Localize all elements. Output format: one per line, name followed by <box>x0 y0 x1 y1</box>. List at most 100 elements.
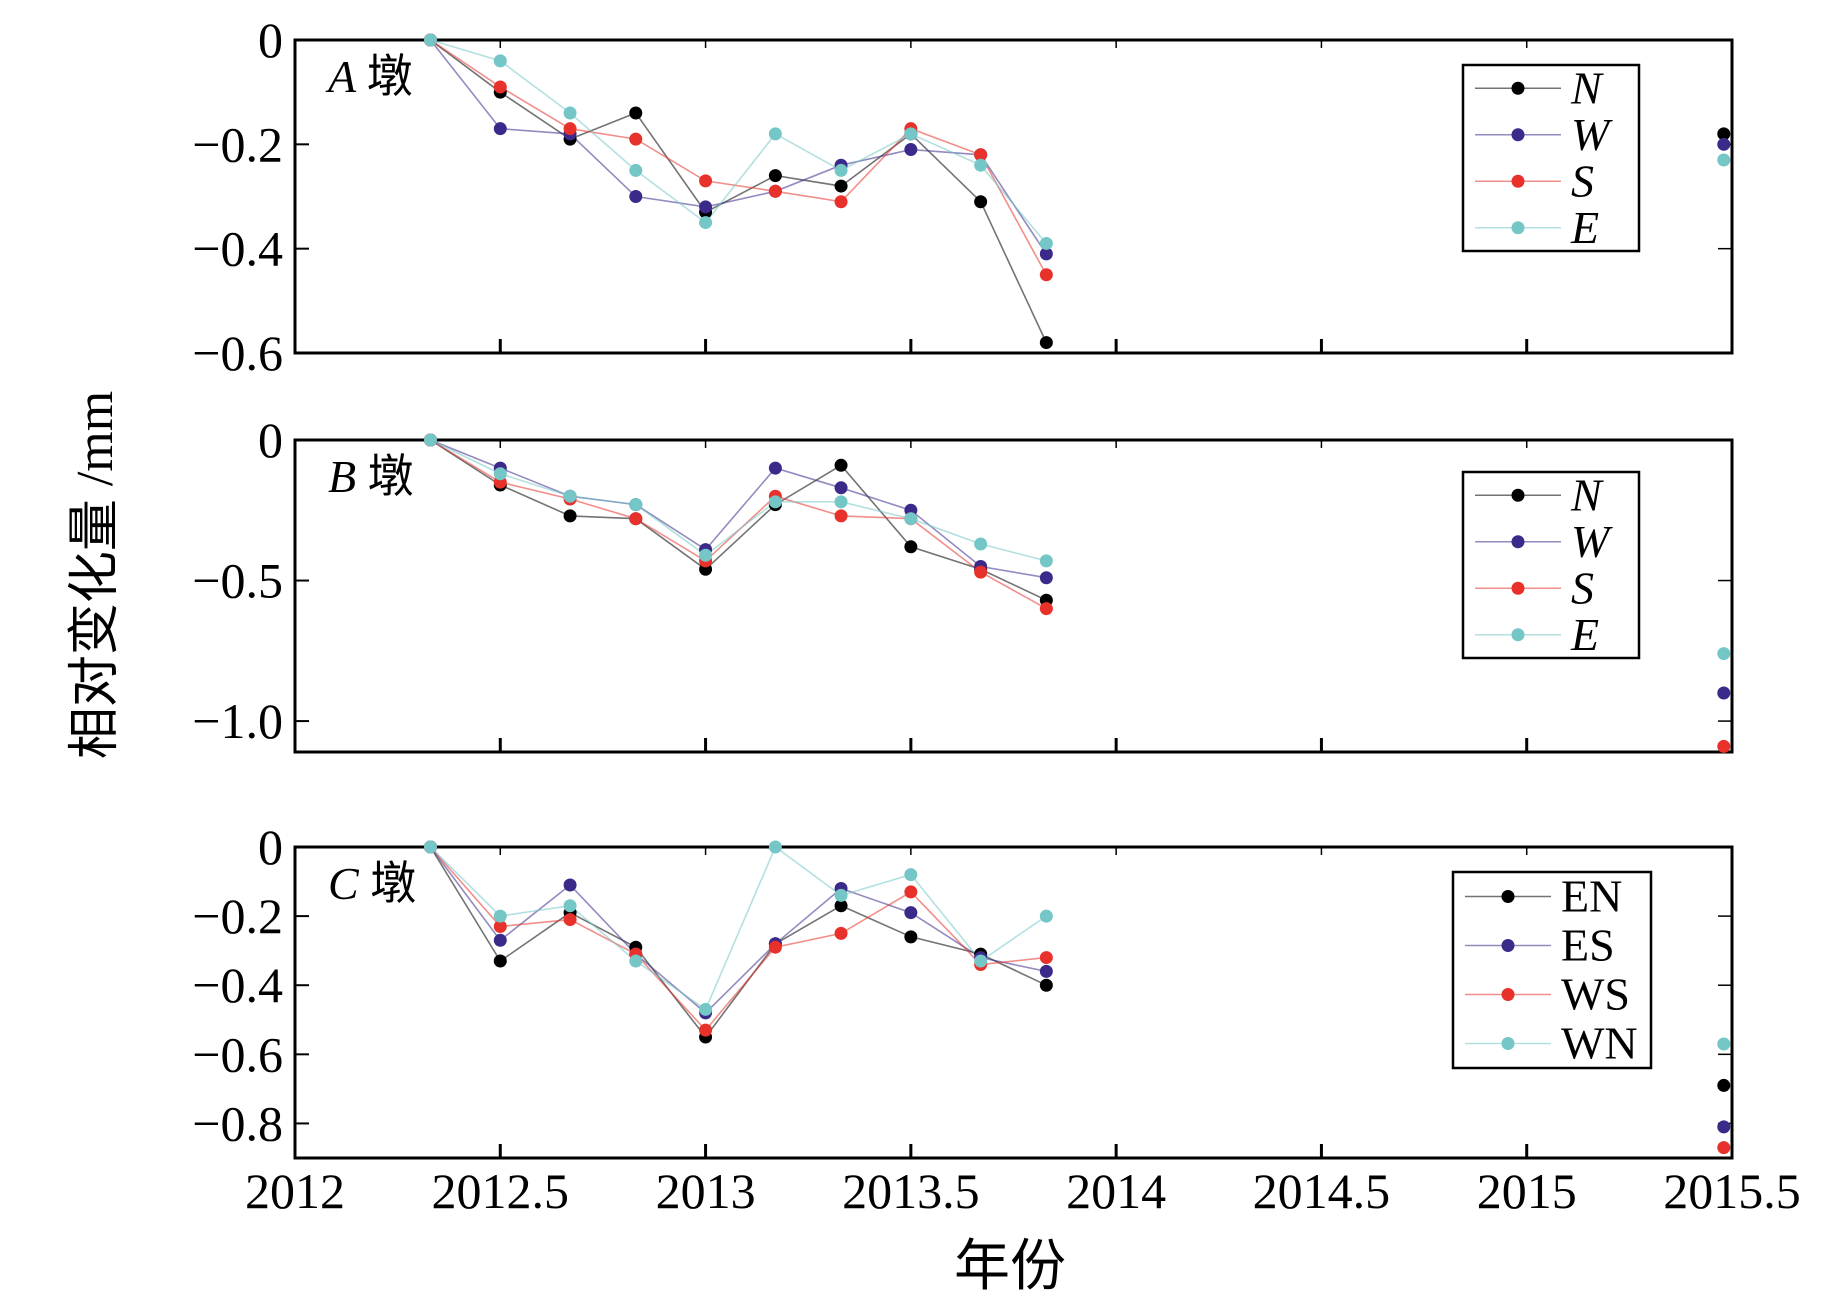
x-tick-label: 2013 <box>656 1163 756 1219</box>
data-point-ws <box>493 919 507 933</box>
legend-marker <box>1501 939 1515 952</box>
series-line-e <box>430 439 1047 562</box>
legend-frame <box>1451 870 1653 1070</box>
data-point-e <box>974 158 988 172</box>
legend-label-e: E <box>1570 609 1599 660</box>
legend-label-s: S <box>1571 562 1594 613</box>
data-point-s <box>493 80 507 94</box>
data-point-es <box>904 906 918 920</box>
data-point-e <box>834 163 848 177</box>
data-point-wn <box>834 888 848 902</box>
y-tick-label: 0 <box>258 412 283 468</box>
y-tick-label: −0.6 <box>192 1026 283 1082</box>
panel-label: C 墩 <box>328 858 416 909</box>
data-point-n <box>768 169 782 183</box>
y-tick-label: −0.8 <box>192 1095 283 1151</box>
data-point-en <box>1717 1078 1731 1092</box>
data-point-e <box>563 489 577 503</box>
data-point-e <box>699 548 713 562</box>
panel-suffix: 墩 <box>370 858 416 909</box>
y-tick-label: 0 <box>258 819 283 875</box>
legend-label-n: N <box>1570 62 1604 113</box>
data-point-n <box>834 458 848 472</box>
x-tick-label: 2013.5 <box>842 1163 980 1219</box>
data-point-w <box>1039 571 1053 585</box>
data-point-ws <box>768 940 782 954</box>
data-point-e <box>904 512 918 526</box>
data-point-n <box>1039 336 1053 350</box>
data-point-e <box>629 163 643 177</box>
data-point-s <box>563 122 577 136</box>
series-line-s <box>430 439 1047 610</box>
data-point-w <box>768 461 782 475</box>
data-point-e <box>493 467 507 481</box>
legend-label-ws: WS <box>1561 969 1630 1020</box>
x-axis-label: 年份 <box>954 1236 1066 1298</box>
legend-label-wn: WN <box>1561 1018 1638 1069</box>
data-point-w <box>834 481 848 495</box>
legend-marker <box>1501 890 1515 903</box>
data-point-s <box>974 565 988 579</box>
legend-marker <box>1511 128 1525 142</box>
legend-marker <box>1511 174 1525 188</box>
x-tick-label: 2015.5 <box>1663 1163 1801 1219</box>
data-point-s <box>629 512 643 526</box>
legend-marker <box>1511 628 1525 642</box>
data-point-wn <box>493 909 507 923</box>
series-line-s <box>430 39 1048 276</box>
data-point-w <box>1717 137 1731 151</box>
data-point-n <box>1717 127 1731 141</box>
y-tick-label: −1.0 <box>192 693 283 749</box>
data-point-e <box>1039 554 1053 568</box>
data-point-w <box>493 122 507 136</box>
data-point-s <box>768 184 782 198</box>
series-line-ws <box>429 846 1047 1032</box>
data-point-w <box>1717 686 1731 700</box>
legend-marker <box>1511 535 1525 549</box>
data-point-wn <box>423 840 437 854</box>
legend-marker <box>1511 81 1525 95</box>
plot-frame <box>293 845 1734 1160</box>
legend-frame <box>1461 470 1641 660</box>
legend-label-w: W <box>1571 516 1613 567</box>
series-line-wn <box>429 845 1047 1011</box>
series-line-es <box>429 846 1047 1014</box>
data-point-wn <box>1039 909 1053 923</box>
data-point-s <box>834 509 848 523</box>
plot-frame <box>293 438 1734 754</box>
x-tick-labels: 2012 2012.5 2013 2013.5 2014 2014.5 2015 2015.5 <box>245 1163 1801 1219</box>
data-point-s <box>1039 602 1053 616</box>
x-tick-label: 2015 <box>1477 1163 1577 1219</box>
data-point-ws <box>904 885 918 899</box>
data-point-w <box>699 200 713 214</box>
data-point-w <box>1039 247 1053 261</box>
panel-letter: C <box>328 858 370 909</box>
legend-label-n: N <box>1570 469 1604 520</box>
legend-marker <box>1511 581 1525 595</box>
series-line-en <box>429 846 1047 1039</box>
legend-label-s: S <box>1571 155 1594 206</box>
data-point-ws <box>1717 1141 1731 1155</box>
x-tick-label: 2014.5 <box>1253 1163 1391 1219</box>
data-point-en <box>904 930 918 944</box>
data-point-s <box>974 148 988 162</box>
data-point-es <box>1039 964 1053 978</box>
data-point-ws <box>1039 951 1053 965</box>
series-line-n <box>430 439 1047 601</box>
data-point-en <box>493 954 507 968</box>
x-tick-label: 2012.5 <box>432 1163 570 1219</box>
data-point-s <box>834 195 848 209</box>
data-point-ws <box>563 913 577 927</box>
data-point-e <box>834 495 848 509</box>
data-point-s <box>1039 268 1053 282</box>
legend-label-es: ES <box>1561 920 1615 971</box>
panel-label: A 墩 <box>325 51 413 102</box>
y-tick-label: 0 <box>258 12 283 68</box>
data-point-ws <box>699 1023 713 1037</box>
data-point-wn <box>1717 1037 1731 1051</box>
data-point-e <box>493 54 507 68</box>
